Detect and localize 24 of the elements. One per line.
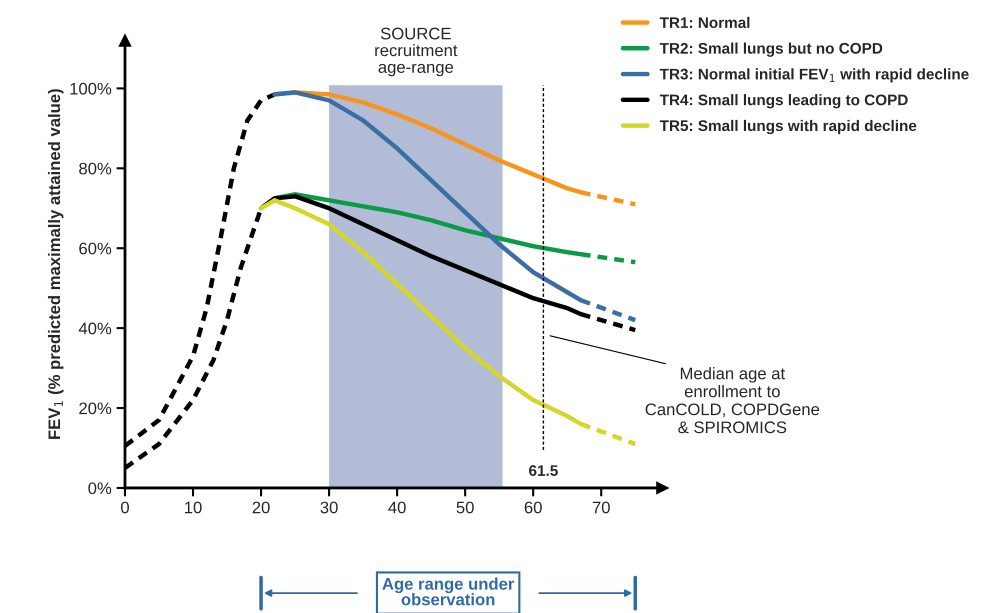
x-tick-label: 50 xyxy=(456,502,474,514)
x-tick-label: 70 xyxy=(592,502,610,514)
x-tick-label: 0 xyxy=(121,502,129,514)
legend-label: TR3: Normal initial FEV$_{1}$ with rapid decline xyxy=(660,68,969,83)
band-label: SOURCE recruitment age-range xyxy=(375,28,458,76)
y-tick-label: 40% xyxy=(78,322,112,334)
y-tick-label: 80% xyxy=(79,162,112,175)
x-tick-label: 10 xyxy=(185,502,202,514)
x-tick-label: 60 xyxy=(524,502,542,514)
y-tick-label: 60% xyxy=(79,242,112,254)
x-tick-label: 30 xyxy=(320,502,338,514)
annotation: Median age at enrollment to CanCOLD, COPDGene & SPIROMICS xyxy=(646,367,820,434)
ref-line-label: 61.5 xyxy=(529,465,558,476)
legend-label: TR1: Normal xyxy=(660,16,750,28)
x-tick-label: 20 xyxy=(252,502,270,514)
y-tick-label: 0% xyxy=(88,482,112,494)
legend-label: TR5: Small lungs with rapid decline xyxy=(660,120,916,134)
y-tick-label: 20% xyxy=(79,402,112,414)
text: Age range under observation xyxy=(382,578,514,606)
y-axis-title: FEV$_{1}$ (% predicted maximally attained value) xyxy=(48,89,64,439)
legend-label: TR4: Small lungs leading to COPD xyxy=(660,94,908,108)
y-tick-label: 100% xyxy=(70,82,112,95)
legend-label: TR2: Small lungs but no COPD xyxy=(660,42,882,57)
x-tick-label: 40 xyxy=(388,502,406,514)
